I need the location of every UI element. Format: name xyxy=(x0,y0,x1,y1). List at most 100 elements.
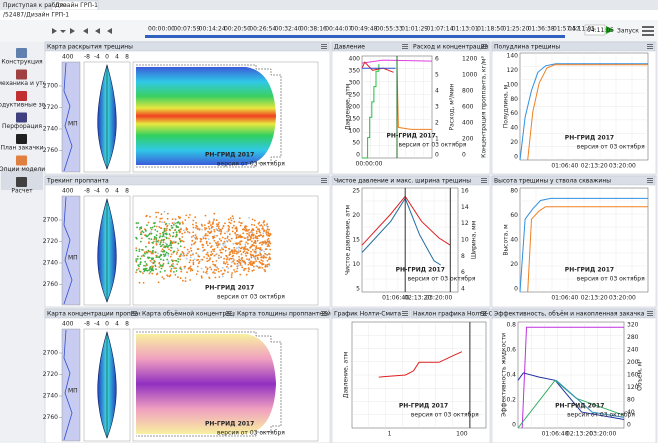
run-icon[interactable] xyxy=(606,26,614,34)
timeline-label: 00:07:59 xyxy=(173,26,200,33)
panel-title: Давление xyxy=(334,43,365,50)
time-end: 04:11:05 xyxy=(568,26,595,33)
proppant-dot xyxy=(206,244,209,247)
width-tick: -4 xyxy=(94,54,100,61)
proppant-dot xyxy=(248,232,251,234)
panel-menu[interactable] xyxy=(481,44,487,49)
proppant-dot xyxy=(168,233,171,236)
sidebar-icon[interactable] xyxy=(16,69,27,80)
playback-controls[interactable] xyxy=(52,28,112,34)
proppant-dot xyxy=(252,254,255,256)
proppant-dot xyxy=(217,270,220,273)
sidebar-icon[interactable] xyxy=(16,177,27,187)
panel-menu[interactable] xyxy=(481,311,487,316)
proppant-dot xyxy=(168,244,171,247)
time-dropdown[interactable] xyxy=(584,24,606,36)
menu-icon[interactable] xyxy=(642,26,654,36)
width-tick: -8 xyxy=(84,188,90,195)
proppant-dot xyxy=(250,235,253,238)
tick-label: 03:20:00 xyxy=(609,163,636,170)
curve xyxy=(396,66,432,130)
panel-menu[interactable] xyxy=(131,311,137,316)
proppant-dot xyxy=(269,258,272,260)
tab: Дизайн ГРП-1 xyxy=(55,2,98,9)
sidebar-icon[interactable] xyxy=(16,112,27,123)
proppant-dot xyxy=(266,223,268,226)
tick-label: 10 xyxy=(352,261,360,268)
zone-label: МП xyxy=(68,388,78,395)
panel-menu[interactable] xyxy=(402,311,408,316)
proppant-dot xyxy=(165,251,168,254)
watermark: РН-ГРИД 2017 xyxy=(205,152,254,159)
sidebar-icon[interactable] xyxy=(16,48,27,58)
proppant-dot xyxy=(235,237,238,240)
proppant-dot xyxy=(160,213,163,216)
proppant-dot xyxy=(233,250,236,253)
tab: Приступая к работе xyxy=(3,2,67,9)
proppant-dot xyxy=(267,231,270,234)
panel-menu[interactable] xyxy=(321,178,327,183)
proppant-dot xyxy=(233,246,236,249)
proppant-dot xyxy=(227,267,230,270)
proppant-dot xyxy=(171,218,174,221)
panel-menu[interactable] xyxy=(647,311,653,316)
proppant-dot xyxy=(155,225,158,228)
proppant-dot xyxy=(224,232,226,235)
proppant-dot xyxy=(177,242,180,245)
tick-label: 800 xyxy=(462,88,474,95)
axis-label: Расход, м³/мин xyxy=(449,83,456,130)
panel-menu[interactable] xyxy=(226,311,232,316)
proppant-dot xyxy=(147,249,150,252)
panel-menu[interactable] xyxy=(321,311,327,316)
proppant-dot xyxy=(231,226,234,229)
watermark-sub: версия от 03 октября xyxy=(577,276,645,283)
panel-header xyxy=(491,175,656,186)
curve xyxy=(555,379,625,418)
sidebar-icon[interactable] xyxy=(16,91,27,101)
tick-label: 0.8 xyxy=(506,322,516,329)
proppant-dot xyxy=(260,259,263,261)
proppant-dot xyxy=(228,221,231,224)
panel-menu[interactable] xyxy=(481,178,487,183)
sidebar-icon[interactable] xyxy=(16,134,27,144)
proppant-dot xyxy=(183,254,186,257)
proppant-dot xyxy=(213,212,216,215)
proppant-dot xyxy=(185,227,188,229)
proppant-dot xyxy=(239,273,242,276)
sidebar-icon[interactable] xyxy=(16,155,27,166)
proppant-dot xyxy=(220,269,222,272)
proppant-dot xyxy=(148,241,150,244)
proppant-dot xyxy=(209,257,212,259)
proppant-dot xyxy=(232,224,235,227)
proppant-dot xyxy=(228,253,231,256)
timeline-bar[interactable] xyxy=(145,35,565,38)
panel-menu[interactable] xyxy=(321,44,327,49)
proppant-dot xyxy=(262,260,264,262)
proppant-dot xyxy=(207,222,210,225)
proppant-dot xyxy=(203,224,206,227)
proppant-dot xyxy=(244,237,247,240)
proppant-dot xyxy=(180,253,182,256)
proppant-dot xyxy=(152,257,154,259)
proppant-dot xyxy=(150,238,153,241)
proppant-dot xyxy=(160,239,163,242)
proppant-dot xyxy=(265,232,268,234)
panel-menu[interactable] xyxy=(647,178,653,183)
proppant-dot xyxy=(226,237,229,239)
proppant-dot xyxy=(262,232,265,235)
proppant-dot xyxy=(233,269,235,271)
proppant-dot xyxy=(232,217,235,220)
proppant-dot xyxy=(266,225,269,228)
proppant-dot xyxy=(229,222,232,225)
proppant-dot xyxy=(158,262,161,265)
proppant-dot xyxy=(256,256,259,259)
panel-menu[interactable] xyxy=(647,44,653,49)
proppant-dot xyxy=(169,235,172,237)
top-value: 400 xyxy=(62,188,74,195)
panel-menu[interactable] xyxy=(402,44,408,49)
panel-title: Карта объёмной концентрации п xyxy=(142,310,248,317)
watermark-sub: версия от 03 октября xyxy=(577,144,645,151)
proppant-dot xyxy=(187,252,189,255)
proppant-dot xyxy=(194,237,197,240)
proppant-dot xyxy=(252,255,255,258)
